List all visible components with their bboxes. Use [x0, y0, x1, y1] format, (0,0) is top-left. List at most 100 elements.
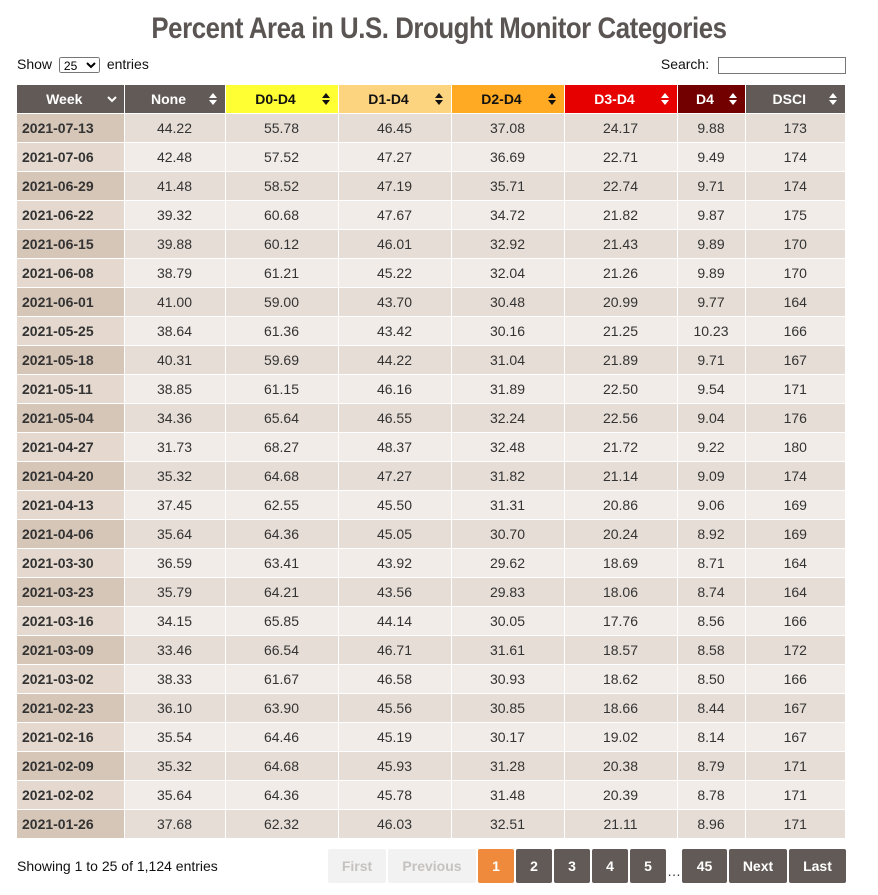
column-header-d3-d4[interactable]: D3-D4 [563, 85, 677, 114]
table-row: 2021-04-13 37.45 62.55 45.50 31.31 20.86 9.06 1… [17, 490, 845, 520]
week-cell: 2021-02-16 [17, 722, 124, 752]
page-button-3[interactable]: 3 [554, 849, 590, 883]
week-cell: 2021-06-29 [17, 171, 124, 201]
page-button-5[interactable]: 5 [630, 849, 666, 883]
table-row: 2021-03-30 36.59 63.41 43.92 29.62 18.69 8.71 1… [17, 548, 845, 578]
value-cell: 174 [744, 142, 845, 172]
value-cell: 45.22 [337, 258, 451, 288]
value-cell: 8.71 [676, 548, 745, 578]
value-cell: 174 [744, 171, 845, 201]
value-cell: 8.96 [676, 809, 745, 838]
week-cell: 2021-07-13 [17, 113, 124, 143]
length-suffix-label: entries [106, 56, 149, 72]
value-cell: 34.15 [123, 606, 225, 636]
value-cell: 48.37 [337, 432, 451, 462]
value-cell: 45.05 [337, 519, 451, 549]
value-cell: 20.24 [563, 519, 677, 549]
value-cell: 35.32 [123, 751, 225, 781]
table-row: 2021-06-29 41.48 58.52 47.19 35.71 22.74 9.71 1… [17, 171, 845, 201]
column-header-d1-d4[interactable]: D1-D4 [337, 85, 451, 114]
sort-both-icon[interactable] [434, 92, 444, 107]
week-cell: 2021-03-09 [17, 635, 124, 665]
value-cell: 21.72 [563, 432, 677, 462]
value-cell: 18.69 [563, 548, 677, 578]
value-cell: 166 [744, 316, 845, 346]
column-header-d0-d4[interactable]: D0-D4 [224, 85, 338, 114]
value-cell: 61.67 [224, 664, 338, 694]
drought-data-table: Week None D0-D4 D1-D4 D2-D4 D3-D4 D4 DSCI 2021-… [17, 85, 845, 838]
value-cell: 20.39 [563, 780, 677, 810]
column-header-d2-d4[interactable]: D2-D4 [450, 85, 564, 114]
value-cell: 64.36 [224, 780, 338, 810]
table-row: 2021-03-02 38.33 61.67 46.58 30.93 18.62 8.50 1… [17, 664, 845, 694]
value-cell: 30.05 [450, 606, 564, 636]
last-page-button[interactable]: Last [789, 849, 846, 883]
page-button-4[interactable]: 4 [592, 849, 628, 883]
table-row: 2021-04-27 31.73 68.27 48.37 32.48 21.72 9.22 1… [17, 432, 845, 462]
value-cell: 29.83 [450, 577, 564, 607]
table-row: 2021-05-04 34.36 65.64 46.55 32.24 22.56 9.04 1… [17, 403, 845, 433]
value-cell: 164 [744, 548, 845, 578]
length-prefix-label: Show [17, 56, 53, 72]
value-cell: 45.50 [337, 490, 451, 520]
value-cell: 45.93 [337, 751, 451, 781]
value-cell: 43.70 [337, 287, 451, 317]
value-cell: 63.90 [224, 693, 338, 723]
value-cell: 35.54 [123, 722, 225, 752]
value-cell: 21.11 [563, 809, 677, 838]
value-cell: 45.56 [337, 693, 451, 723]
value-cell: 46.71 [337, 635, 451, 665]
value-cell: 35.64 [123, 780, 225, 810]
previous-page-button[interactable]: Previous [388, 849, 476, 883]
sort-both-icon[interactable] [547, 92, 557, 107]
page-button-1[interactable]: 1 [478, 849, 514, 883]
value-cell: 36.69 [450, 142, 564, 172]
value-cell: 37.45 [123, 490, 225, 520]
value-cell: 61.21 [224, 258, 338, 288]
week-cell: 2021-03-30 [17, 548, 124, 578]
value-cell: 21.26 [563, 258, 677, 288]
value-cell: 9.77 [676, 287, 745, 317]
column-header-d4[interactable]: D4 [676, 85, 745, 114]
sort-both-icon[interactable] [828, 92, 838, 107]
value-cell: 21.89 [563, 345, 677, 375]
next-page-button[interactable]: Next [729, 849, 787, 883]
search-input[interactable] [718, 56, 846, 74]
value-cell: 8.56 [676, 606, 745, 636]
sort-both-icon[interactable] [660, 92, 670, 107]
value-cell: 9.04 [676, 403, 745, 433]
value-cell: 46.45 [337, 113, 451, 143]
table-row: 2021-07-06 42.48 57.52 47.27 36.69 22.71 9.49 1… [17, 142, 845, 172]
value-cell: 21.25 [563, 316, 677, 346]
column-header-label: D3-D4 [594, 91, 635, 107]
page-button-2[interactable]: 2 [516, 849, 552, 883]
sort-both-icon[interactable] [728, 92, 738, 107]
column-header-dsci[interactable]: DSCI [744, 85, 845, 114]
value-cell: 43.42 [337, 316, 451, 346]
column-header-label: D0-D4 [255, 91, 296, 107]
table-row: 2021-03-16 34.15 65.85 44.14 30.05 17.76 8.56 1… [17, 606, 845, 636]
value-cell: 31.04 [450, 345, 564, 375]
value-cell: 37.68 [123, 809, 225, 838]
value-cell: 170 [744, 258, 845, 288]
value-cell: 32.51 [450, 809, 564, 838]
value-cell: 31.82 [450, 461, 564, 491]
page-button-last-number[interactable]: 45 [682, 849, 727, 883]
first-page-button[interactable]: First [328, 849, 386, 883]
week-cell: 2021-05-04 [17, 403, 124, 433]
value-cell: 18.06 [563, 577, 677, 607]
column-header-week[interactable]: Week [17, 85, 124, 114]
value-cell: 47.67 [337, 200, 451, 230]
chevron-down-icon[interactable] [106, 92, 117, 107]
value-cell: 24.17 [563, 113, 677, 143]
value-cell: 55.78 [224, 113, 338, 143]
week-cell: 2021-05-25 [17, 316, 124, 346]
column-header-none[interactable]: None [123, 85, 225, 114]
value-cell: 33.46 [123, 635, 225, 665]
sort-both-icon[interactable] [208, 92, 218, 107]
value-cell: 35.64 [123, 519, 225, 549]
entries-per-page-select[interactable]: 25 [58, 57, 100, 74]
week-cell: 2021-03-16 [17, 606, 124, 636]
sort-both-icon[interactable] [321, 92, 331, 107]
